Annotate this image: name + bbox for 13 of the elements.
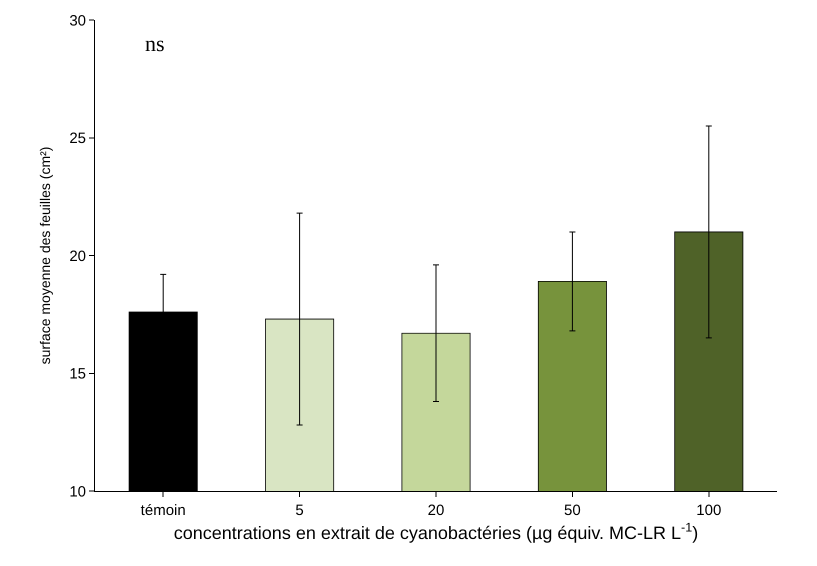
annotation: ns	[145, 31, 165, 56]
x-tick-label: témoin	[140, 502, 186, 519]
x-tick-label: 20	[428, 502, 444, 519]
y-tick-label: 15	[69, 366, 86, 382]
y-tick-label: 10	[69, 483, 86, 500]
x-tick-label: 50	[564, 502, 581, 519]
x-tick-label: 5	[295, 502, 304, 519]
y-axis-title: surface moyenne des feuilles (cm²)	[36, 146, 53, 364]
y-tick-label: 30	[69, 12, 86, 30]
x-axis-title: concentrations en extrait de cyanobactéries (µg équiv. MC-LR L$^{-1}$)	[174, 520, 698, 544]
x-tick-label: 100	[696, 502, 722, 519]
y-tick-label: 20	[69, 248, 86, 265]
y-tick-label: 25	[69, 130, 86, 147]
